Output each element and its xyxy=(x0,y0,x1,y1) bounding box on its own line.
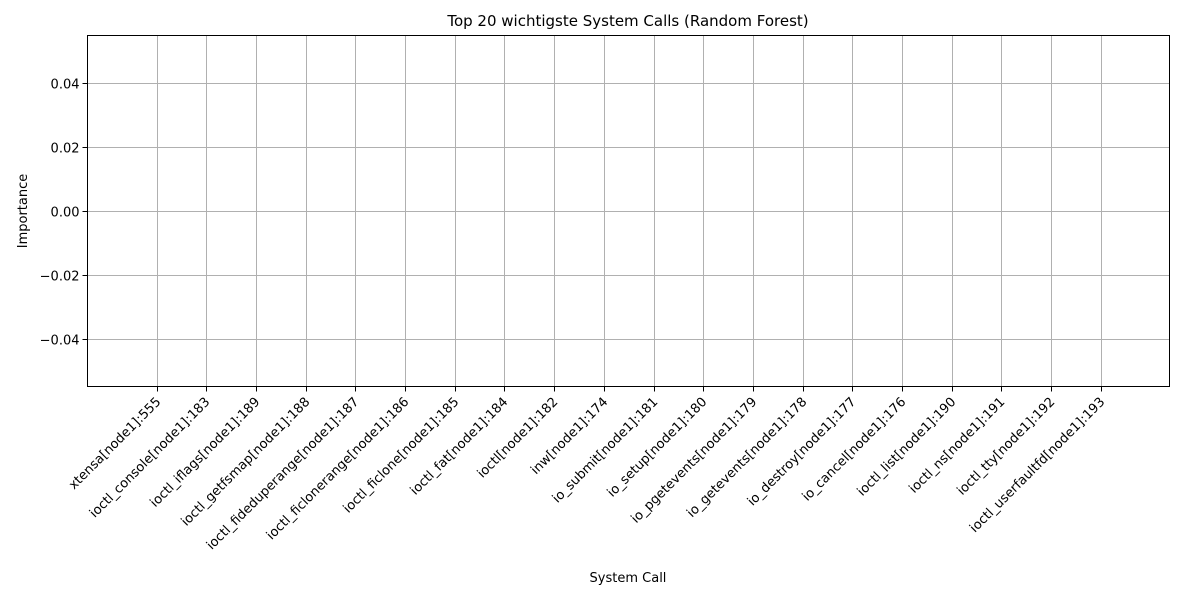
grid-lines xyxy=(87,35,1170,387)
y-tick-label: −0.04 xyxy=(40,334,80,349)
x-tick-label: xtensa[node1]:555 xyxy=(66,395,164,493)
x-tick-label: ioctl_ns[node1]:191 xyxy=(907,395,1009,497)
x-axis-ticks: xtensa[node1]:555ioctl_console[node1]:18… xyxy=(66,386,1108,553)
y-axis-ticks: −0.04 −0.02 0.00 0.02 0.04 xyxy=(40,78,88,349)
x-tick-label: ioctl_list[node1]:190 xyxy=(855,395,960,500)
x-tick-label: io_setup[node1]:180 xyxy=(605,395,711,501)
x-tick-label: ioctl_fat[node1]:184 xyxy=(408,395,512,499)
y-tick-label: −0.02 xyxy=(40,270,80,285)
x-axis-label: System Call xyxy=(590,571,667,586)
y-tick-label: 0.02 xyxy=(51,142,80,157)
chart-title: Top 20 wichtigste System Calls (Random F… xyxy=(446,12,808,30)
y-tick-label: 0.00 xyxy=(51,206,80,221)
x-tick-label: ioctl_tty[node1]:192 xyxy=(954,395,1058,499)
y-axis-label: Importance xyxy=(16,174,31,249)
y-tick-label: 0.04 xyxy=(51,78,80,93)
